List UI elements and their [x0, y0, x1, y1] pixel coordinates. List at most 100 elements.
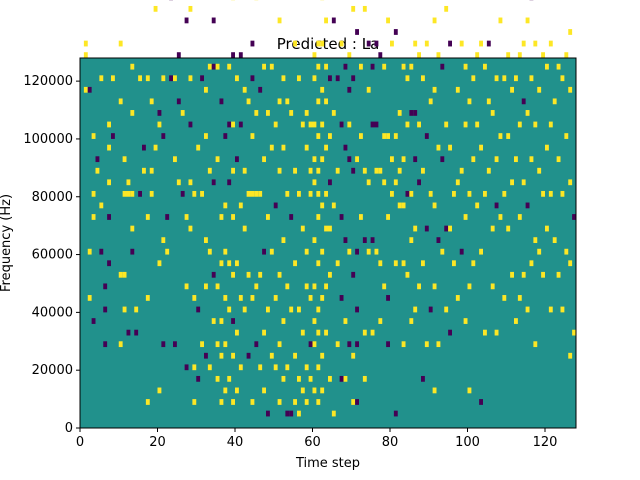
heatmap-cell	[401, 63, 406, 70]
heatmap-cell	[467, 387, 472, 394]
heatmap-cell	[316, 63, 321, 70]
heatmap-cell	[266, 110, 270, 116]
heatmap-cell	[300, 329, 305, 336]
heatmap-cell	[514, 318, 518, 324]
heatmap-cell	[312, 341, 317, 348]
heatmap-cell	[568, 86, 573, 93]
heatmap-cell	[281, 75, 286, 82]
heatmap-cell	[277, 98, 282, 105]
heatmap-cell	[393, 179, 398, 186]
heatmap-cell	[568, 179, 573, 186]
heatmap-cell	[494, 75, 499, 82]
heatmap-cell	[188, 225, 193, 232]
heatmap-cell	[289, 110, 294, 116]
heatmap-cell	[126, 190, 131, 197]
heatmap-cell	[204, 352, 208, 359]
heatmap-cell	[111, 133, 115, 139]
heatmap-cell	[231, 271, 235, 278]
heatmap-cell	[378, 260, 383, 267]
heatmap-cell	[494, 156, 499, 163]
heatmap-cell	[463, 318, 468, 324]
x-tick-label: 80	[382, 435, 399, 450]
heatmap-cell	[386, 295, 390, 301]
heatmap-cell	[293, 352, 297, 359]
heatmap-cell	[378, 318, 383, 324]
heatmap-cell	[564, 52, 569, 58]
heatmap-cell	[483, 63, 487, 70]
heatmap-cell	[537, 248, 542, 255]
heatmap-cell	[320, 40, 325, 47]
x-tick-label: 60	[304, 435, 321, 450]
heatmap-cell	[192, 295, 197, 301]
chart-title: Predicted : La	[277, 35, 380, 53]
heatmap-cell	[475, 202, 480, 209]
y-tick-label: 0	[65, 421, 73, 436]
heatmap-cell	[370, 237, 375, 243]
heatmap-cell	[312, 283, 317, 290]
heatmap-cell	[246, 98, 251, 105]
heatmap-cell	[440, 156, 445, 163]
heatmap-cell	[486, 167, 491, 174]
heatmap-cell	[486, 40, 491, 47]
x-tick-label: 0	[76, 435, 84, 450]
heatmap-cell	[444, 121, 449, 128]
heatmap-cell	[165, 248, 170, 255]
heatmap-cell	[463, 63, 468, 70]
heatmap-cell	[200, 190, 204, 197]
heatmap-cell	[207, 167, 212, 174]
heatmap-cell	[320, 352, 325, 359]
heatmap-cell	[165, 214, 170, 220]
x-axis-label: Time step	[295, 456, 360, 471]
heatmap-cell	[211, 271, 216, 278]
heatmap-cell	[262, 248, 266, 255]
heatmap-cell	[308, 167, 313, 174]
heatmap-cell	[339, 214, 344, 220]
heatmap-cell	[517, 52, 522, 58]
heatmap-cell	[471, 75, 476, 82]
heatmap-cell	[192, 364, 197, 371]
heatmap-cell	[545, 225, 549, 232]
heatmap-cell	[444, 306, 449, 313]
heatmap-cell	[300, 121, 305, 128]
heatmap-cell	[231, 352, 235, 359]
heatmap-cell	[390, 40, 394, 47]
heatmap-cell	[545, 144, 549, 151]
heatmap-cell	[118, 341, 123, 348]
heatmap-cell	[207, 63, 212, 70]
heatmap-cell	[107, 260, 111, 267]
heatmap-cell	[374, 248, 379, 255]
heatmap-cell	[138, 75, 142, 82]
heatmap-cell	[564, 248, 569, 255]
heatmap-cell	[374, 40, 379, 47]
heatmap-cell	[537, 86, 542, 93]
heatmap-cell	[552, 98, 557, 105]
heatmap-cell	[409, 237, 414, 243]
heatmap-cell	[320, 86, 325, 93]
heatmap-cell	[227, 375, 232, 382]
heatmap-cell	[308, 341, 313, 348]
heatmap-cell	[355, 306, 359, 313]
heatmap-cell	[262, 156, 266, 163]
heatmap-cell	[362, 375, 367, 382]
heatmap-cell	[99, 202, 104, 209]
heatmap-cell	[514, 156, 518, 163]
heatmap-cell	[250, 133, 255, 139]
heatmap-cell	[308, 190, 313, 197]
heatmap-cell	[142, 167, 146, 174]
heatmap-cell	[401, 156, 406, 163]
heatmap-cell	[444, 225, 449, 232]
heatmap-cell	[196, 375, 201, 382]
heatmap-cell	[91, 214, 96, 220]
heatmap-cell	[207, 364, 212, 371]
heatmap-cell	[560, 306, 565, 313]
heatmap-cell	[293, 399, 297, 405]
heatmap-cell	[424, 225, 429, 232]
heatmap-cell	[153, 144, 158, 151]
heatmap-cell	[362, 329, 367, 336]
heatmap-cell	[421, 260, 425, 267]
heatmap-cell	[424, 133, 429, 139]
heatmap-cell	[568, 29, 573, 35]
heatmap-cell	[331, 110, 336, 116]
heatmap-cell	[529, 156, 534, 163]
heatmap-cell	[366, 40, 371, 47]
